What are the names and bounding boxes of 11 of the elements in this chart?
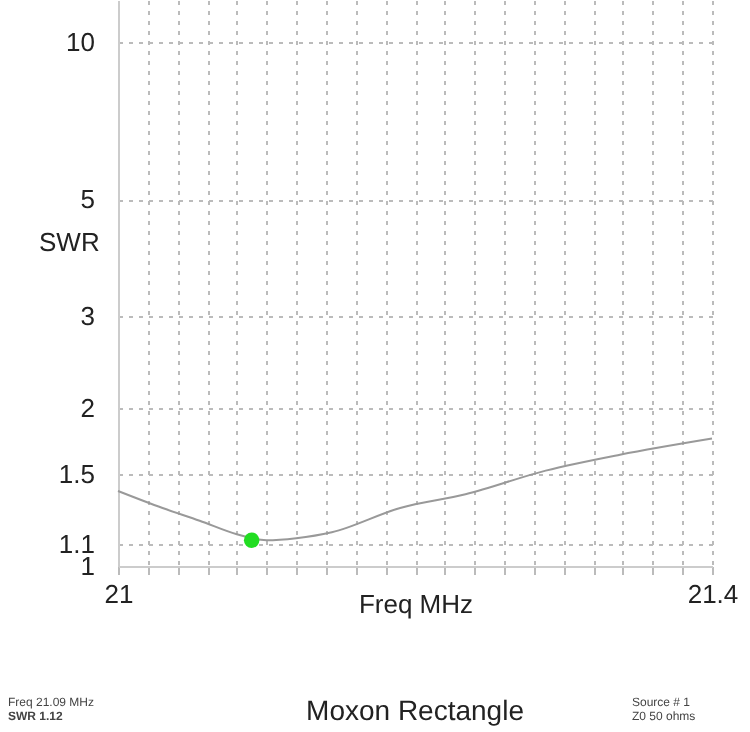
text: Moxon Rectangle [306, 694, 525, 726]
x-tick-label: 21 [104, 579, 134, 609]
line-series [117, 437, 713, 542]
y-axis-title: SWR [39, 227, 100, 257]
x-axis-title: Freq MHz [358, 589, 474, 619]
y-tick-label: 5 [80, 184, 95, 215]
y-tick-label: 2 [80, 393, 95, 424]
x-tick-label: 21.4 [687, 579, 739, 609]
y-tick-label: 10 [66, 26, 95, 57]
y-tick-label: 1.5 [58, 458, 95, 489]
y-tick-label: 3 [80, 300, 95, 331]
